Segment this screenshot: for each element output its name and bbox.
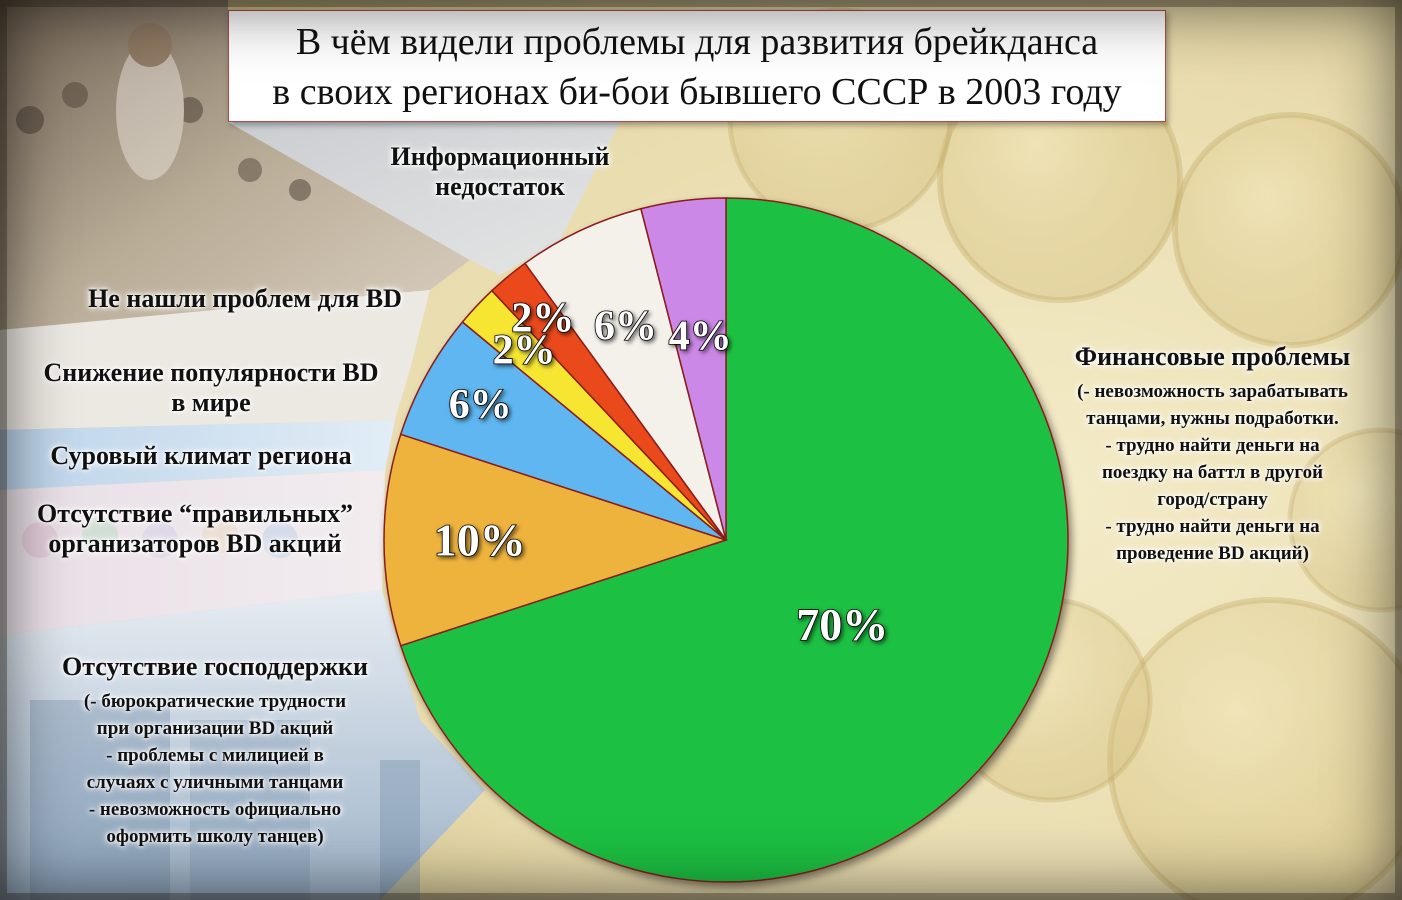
label-finance-sub-1: (- невозможность зарабатывать <box>1077 381 1348 402</box>
photo-panel-people <box>0 470 385 635</box>
chart-title-line-2: в своих регионах би-бои бывшего СССР в 2… <box>272 71 1122 113</box>
label-finance-line-1: Финансовые проблемы <box>1074 342 1351 371</box>
label-govsupport-sub-2: при организации BD акций <box>96 718 334 739</box>
photo-panels <box>0 0 620 900</box>
building-silhouette <box>30 700 420 900</box>
pie-slice-govsupport <box>383 433 729 647</box>
label-popularity-line-1: Снижение популярности BD <box>43 358 379 387</box>
label-noproblem-line-1: Не нашли проблем для BD <box>88 284 402 313</box>
photo-panel-info <box>228 122 620 275</box>
pie-value-label-finance: 70% <box>796 599 888 650</box>
label-govsupport-sub-3: - проблемы с милицией в <box>106 745 324 766</box>
label-popularity: Снижение популярности BD в мире <box>6 358 416 418</box>
people-silhouettes <box>22 517 298 558</box>
coin-background <box>727 7 1402 900</box>
label-finance: Финансовые проблемы (- невозможность зар… <box>1035 342 1390 567</box>
label-info: Информационный недостаток <box>355 142 645 202</box>
pie-slice-noproblem <box>523 207 727 541</box>
label-govsupport-sub-1: (- бюрократические трудности <box>83 691 347 712</box>
chart-title-line-1: В чём видели проблемы для развития брейк… <box>295 21 1099 63</box>
chart-title: В чём видели проблемы для развития брейк… <box>228 10 1166 122</box>
label-finance-sub-4: поездку на баттл в другой <box>1101 462 1324 483</box>
photo-panel-dancer <box>0 0 470 330</box>
photo-panel-popularity <box>0 290 430 430</box>
pie-value-label-popularity: 2% <box>511 296 574 342</box>
pie-value-label-organizers: 6% <box>449 382 512 428</box>
label-organizers: Отсутствие “правильных” организаторов BD… <box>0 499 390 559</box>
label-finance-sub-6: - трудно найти деньги на <box>1105 516 1320 537</box>
pie-slice-finance <box>399 197 1069 883</box>
label-finance-sub-2: танцами, нужны подработки. <box>1086 408 1339 429</box>
label-govsupport-sub-4: случаях с уличными танцами <box>86 772 344 793</box>
label-organizers-line-2: организаторов BD акций <box>48 529 342 558</box>
label-climate-line-1: Суровый климат региона <box>50 441 352 470</box>
pie-value-label-noproblem: 6% <box>594 304 657 350</box>
label-govsupport: Отсутствие господдержки (- бюрократическ… <box>10 652 420 850</box>
pie-slice-organizers <box>399 320 727 541</box>
label-info-line-2: недостаток <box>435 172 565 201</box>
label-info-line-1: Информационный <box>390 142 610 171</box>
pie-value-label-govsupport: 10% <box>434 515 526 566</box>
pie-value-labels: 70% 10% 6% 2%2% 6% 4% <box>433 295 889 651</box>
label-organizers-line-1: Отсутствие “правильных” <box>36 499 354 528</box>
label-noproblem: Не нашли проблем для BD <box>40 284 450 314</box>
pie-chart <box>383 197 1069 883</box>
label-finance-sub-7: проведение BD акций) <box>1116 543 1309 564</box>
pie-value-label-climate: 2% <box>493 327 556 373</box>
label-govsupport-line-1: Отсутствие господдержки <box>61 652 369 681</box>
label-finance-sub-3: - трудно найти деньги на <box>1105 435 1320 456</box>
label-govsupport-sub-5: - невозможность официально <box>88 799 342 820</box>
pie-value-label-info: 4% <box>669 313 732 359</box>
pie-slice-info <box>640 197 727 541</box>
label-govsupport-sub-6: оформить школу танцев) <box>106 826 324 847</box>
label-popularity-line-2: в мире <box>171 388 251 417</box>
photo-panel-climate <box>0 420 395 490</box>
crowd-figures <box>16 23 311 201</box>
label-finance-sub-5: город/страну <box>1157 489 1268 510</box>
photo-panel-government <box>0 590 485 900</box>
label-climate: Суровый климат региона <box>6 441 396 471</box>
